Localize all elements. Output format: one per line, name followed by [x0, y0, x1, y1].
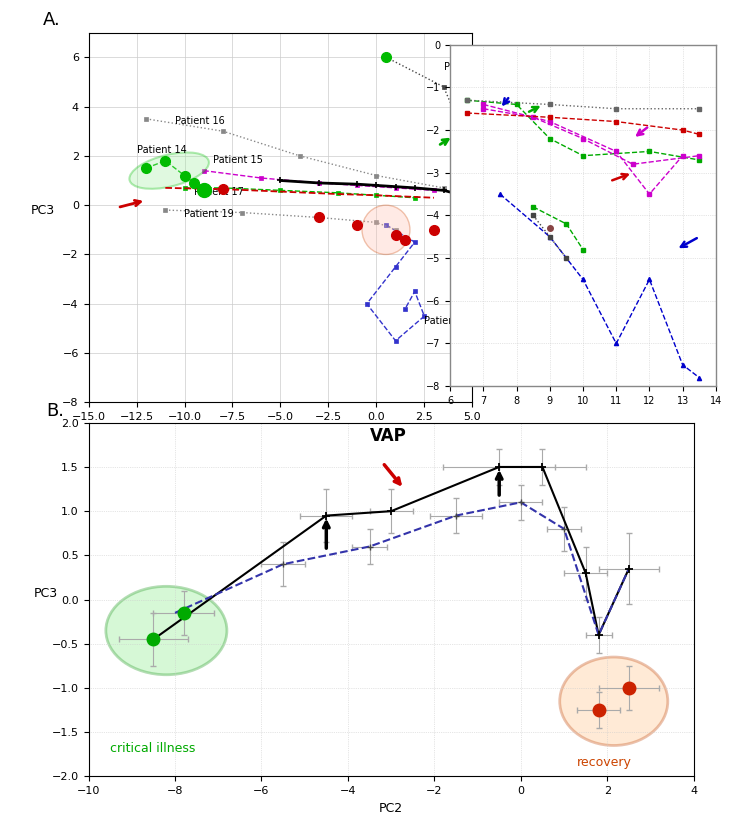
Text: Patient 14: Patient 14: [137, 146, 186, 155]
X-axis label: PC2: PC2: [269, 428, 292, 441]
Text: Patient 16: Patient 16: [175, 115, 224, 126]
Ellipse shape: [362, 205, 410, 254]
Text: critical illness: critical illness: [110, 741, 196, 754]
Text: Patient 19: Patient 19: [184, 210, 234, 220]
Ellipse shape: [106, 586, 227, 675]
Ellipse shape: [129, 153, 209, 189]
Text: Patient 18: Patient 18: [444, 62, 493, 72]
Y-axis label: PC3: PC3: [34, 587, 58, 600]
Text: recovery: recovery: [577, 756, 632, 769]
Text: Patient 15: Patient 15: [213, 155, 263, 165]
X-axis label: PC2: PC2: [379, 802, 403, 813]
Text: A.: A.: [43, 11, 61, 29]
Text: Patient 13: Patient 13: [424, 315, 474, 325]
Text: VAP: VAP: [370, 427, 407, 445]
Ellipse shape: [559, 657, 668, 746]
Text: B.: B.: [46, 402, 64, 420]
Y-axis label: PC3: PC3: [30, 205, 55, 218]
Text: Patient 17: Patient 17: [194, 187, 244, 198]
